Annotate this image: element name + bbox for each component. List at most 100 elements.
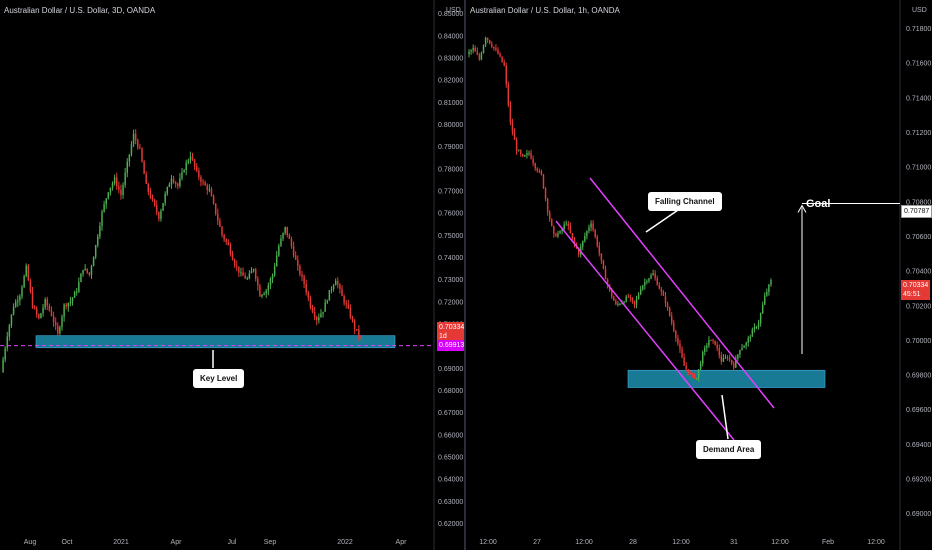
candle-body — [757, 323, 760, 327]
candle-body — [61, 316, 63, 328]
candle-body — [764, 295, 766, 305]
candle-body — [468, 51, 470, 54]
candle-body — [19, 296, 21, 301]
candle-body — [97, 236, 99, 246]
candle-body — [724, 357, 727, 359]
candle-body — [478, 54, 481, 60]
candle-body — [282, 232, 284, 239]
candle-body — [540, 170, 543, 175]
candle-body — [128, 154, 131, 162]
candle-body — [656, 278, 658, 286]
candle-body — [349, 307, 352, 318]
right-xtick-label: 12:00 — [672, 539, 690, 546]
candle-body — [214, 203, 217, 214]
candle-body — [316, 316, 318, 321]
candle-body — [658, 285, 661, 289]
left-ytick-label: 0.82000 — [438, 78, 463, 85]
candle-body — [242, 272, 244, 276]
right-chart-svg[interactable]: 0.71800 0.71600 0.71400 0.71200 0.71000 0.708… — [466, 0, 932, 550]
candle-body — [280, 238, 282, 246]
candle-body — [57, 325, 59, 334]
candle-body — [145, 174, 147, 184]
candle-body — [648, 278, 650, 282]
candle-body — [532, 158, 534, 164]
candle-body — [189, 156, 192, 161]
candle-body — [573, 238, 576, 244]
left-ytick-label: 0.79000 — [438, 144, 463, 151]
candle-body — [524, 155, 526, 157]
right-xtick-label: 12:00 — [479, 539, 497, 546]
channel-upper-line — [589, 177, 775, 409]
candle-body — [219, 220, 221, 227]
left-ytick-label: 0.62000 — [438, 521, 463, 528]
candle-body — [116, 177, 118, 187]
pane-divider[interactable] — [464, 0, 466, 550]
candle-body — [196, 166, 198, 171]
candle-body — [38, 314, 40, 319]
candle-body — [695, 378, 698, 380]
candle-body — [267, 285, 270, 291]
right-xtick-label: 27 — [533, 539, 541, 546]
candle-body — [229, 245, 232, 255]
candle-body — [164, 193, 166, 204]
candle-body — [238, 266, 240, 273]
candle-body — [619, 303, 621, 305]
left-ytick-label: 0.63000 — [438, 499, 463, 506]
candle-body — [69, 301, 72, 304]
candle-body — [118, 186, 120, 190]
candle-body — [611, 290, 613, 297]
candle-body — [650, 275, 652, 279]
candle-body — [604, 268, 607, 280]
candle-body — [629, 296, 632, 298]
candle-body — [276, 255, 278, 267]
candle-body — [330, 289, 333, 291]
left-xtick-label: Apr — [396, 539, 408, 546]
right-ytick-label: 0.69200 — [906, 477, 931, 484]
candle-body — [223, 234, 225, 240]
candle-body — [132, 133, 135, 145]
left-chart-svg[interactable]: 0.85000 0.84000 0.83000 0.82000 0.81000 0.800… — [0, 0, 466, 550]
candle-body — [594, 229, 596, 237]
candle-body — [735, 358, 737, 368]
candle-body — [17, 300, 19, 302]
candle-body — [633, 300, 636, 305]
right-xtick-label: Feb — [822, 539, 834, 546]
candle-body — [124, 172, 126, 185]
candle-body — [358, 329, 360, 337]
right-chart-pane[interactable]: 0.71800 0.71600 0.71400 0.71200 0.71000 0.708… — [466, 0, 932, 550]
candle-body — [134, 133, 137, 141]
candle-body — [10, 314, 13, 326]
candle-body — [31, 291, 34, 308]
candle-body — [52, 315, 55, 323]
candle-body — [84, 268, 86, 270]
candle-body — [710, 339, 712, 341]
left-ytick-label: 0.85000 — [438, 11, 463, 18]
left-chart-pane[interactable]: 0.85000 0.84000 0.83000 0.82000 0.81000 0.800… — [0, 0, 467, 550]
candle-body — [528, 152, 530, 154]
candle-body — [588, 227, 590, 232]
left-level-tag: 0.69913 — [437, 340, 467, 351]
candle-body — [166, 187, 168, 194]
candle-body — [536, 168, 539, 171]
candle-body — [174, 182, 177, 184]
candle-body — [21, 287, 23, 297]
left-ytick-label: 0.64000 — [438, 477, 463, 484]
candle-body — [642, 285, 644, 290]
candle-body — [42, 307, 44, 314]
candle-body — [749, 336, 752, 339]
right-price-value: 0.70334 — [903, 282, 929, 289]
right-ytick-label: 0.71400 — [906, 95, 931, 102]
candle-body — [92, 257, 95, 267]
candle-body — [559, 230, 561, 234]
candle-body — [482, 45, 485, 53]
candle-body — [590, 223, 592, 228]
right-ytick-label: 0.70800 — [906, 199, 931, 206]
key-level-zone — [35, 335, 396, 349]
candle-body — [63, 304, 65, 317]
candle-body — [582, 241, 584, 247]
candle-body — [80, 273, 82, 283]
candle-body — [288, 235, 291, 239]
candle-body — [548, 211, 551, 220]
right-ytick-label: 0.71800 — [906, 26, 931, 33]
left-ytick-label: 0.75000 — [438, 233, 463, 240]
